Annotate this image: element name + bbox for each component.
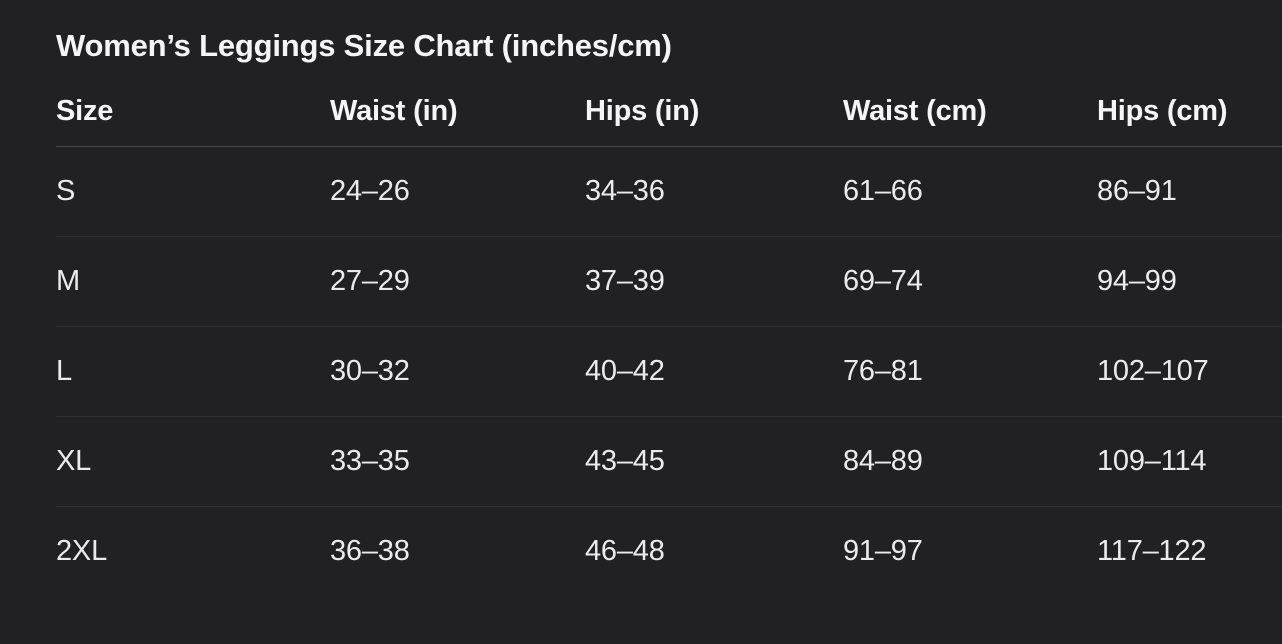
cell-waist-in: 30–32 — [330, 326, 585, 417]
cell-hips-in: 34–36 — [585, 146, 843, 237]
cell-size: XL — [56, 416, 330, 507]
cell-waist-cm: 61–66 — [843, 146, 1097, 237]
cell-hips-in: 46–48 — [585, 535, 665, 568]
cell-hips-in: 37–39 — [585, 236, 843, 327]
cell-hips-cm: 102–107 — [1097, 326, 1282, 417]
table-header-row: Size Waist (in) Hips (in) Waist (cm) Hip… — [56, 65, 1282, 147]
cell-hips-in: 43–45 — [585, 416, 843, 507]
cell-waist-cm: 91–97 — [843, 535, 923, 568]
cell-hips-cm: 109–114 — [1097, 416, 1282, 507]
column-header-hips-cm: Hips (cm) — [1097, 65, 1282, 147]
cell-waist-in: 36–38 — [330, 535, 410, 568]
column-header-hips-in: Hips (in) — [585, 65, 843, 147]
cell-waist-cm: 69–74 — [843, 236, 1097, 327]
column-header-waist-in: Waist (in) — [330, 65, 585, 147]
size-chart-table: Size Waist (in) Hips (in) Waist (cm) Hip… — [56, 65, 1282, 597]
cell-hips-in: 40–42 — [585, 326, 843, 417]
page-title: Women’s Leggings Size Chart (inches/cm) — [56, 28, 672, 63]
table-row-s: S 24–26 34–36 61–66 86–91 — [56, 146, 1282, 237]
cell-size: S — [56, 146, 330, 237]
cell-size: M — [56, 236, 330, 327]
cell-waist-in: 33–35 — [330, 416, 585, 507]
table-row-2xl: 2XL 36–38 46–48 91–97 117–122 — [56, 507, 1282, 597]
table-row-l: L 30–32 40–42 76–81 102–107 — [56, 326, 1282, 417]
cell-size: 2XL — [56, 535, 107, 568]
table-row-xl: XL 33–35 43–45 84–89 109–114 — [56, 416, 1282, 507]
column-header-size: Size — [56, 65, 330, 147]
cell-size: L — [56, 326, 330, 417]
table-row-m: M 27–29 37–39 69–74 94–99 — [56, 236, 1282, 327]
cell-hips-cm: 117–122 — [1097, 535, 1207, 568]
cell-waist-cm: 84–89 — [843, 416, 1097, 507]
cell-waist-cm: 76–81 — [843, 326, 1097, 417]
cell-waist-in: 24–26 — [330, 146, 585, 237]
cell-hips-cm: 94–99 — [1097, 236, 1282, 327]
cell-hips-cm: 86–91 — [1097, 146, 1282, 237]
column-header-waist-cm: Waist (cm) — [843, 65, 1097, 147]
cell-waist-in: 27–29 — [330, 236, 585, 327]
